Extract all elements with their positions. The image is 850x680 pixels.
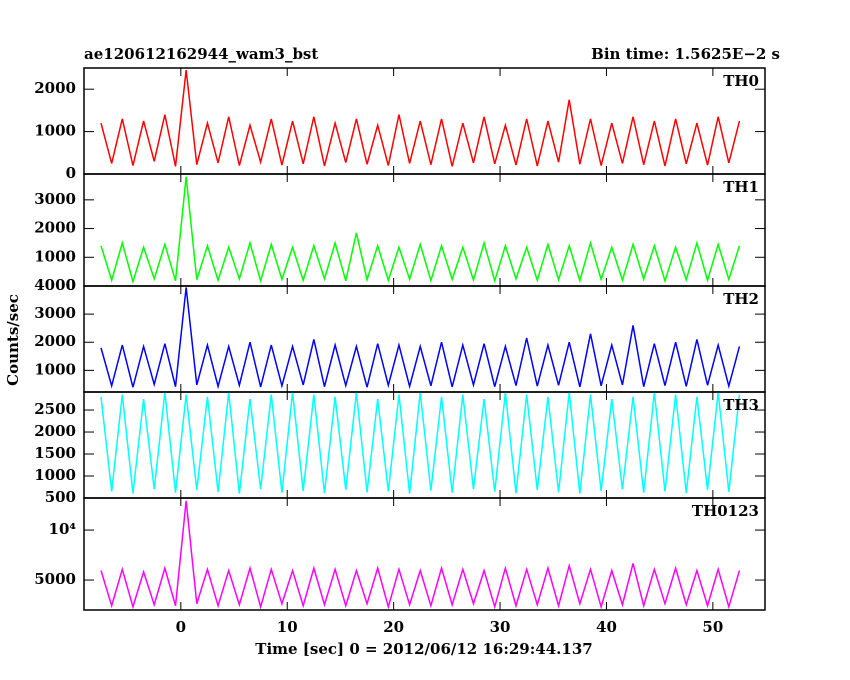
light-curve	[100, 500, 741, 610]
panel	[100, 287, 741, 390]
panel-frame	[83, 497, 766, 611]
light-curve	[100, 287, 741, 390]
panel-frame	[83, 391, 766, 499]
y-tick-label: 1000	[34, 247, 76, 265]
y-tick-label: 3000	[34, 190, 76, 208]
x-tick-label: 10	[277, 618, 298, 636]
panel	[100, 176, 741, 285]
y-tick-label: 0	[66, 164, 76, 182]
panel-label: TH0123	[692, 502, 759, 520]
y-tick-label: 5000	[34, 570, 76, 588]
y-tick-label: 1500	[34, 444, 76, 462]
light-curve	[100, 392, 741, 494]
y-tick-label: 10⁴	[49, 520, 77, 538]
panel-label: TH1	[723, 178, 759, 196]
y-axis-label: Counts/sec	[4, 294, 22, 386]
panel-label: TH0	[723, 72, 759, 90]
y-tick-label: 2500	[34, 400, 76, 418]
panel-frame	[83, 173, 766, 287]
x-tick-label: 40	[596, 618, 617, 636]
panel	[100, 70, 741, 167]
panel	[100, 392, 741, 494]
y-tick-label: 4000	[34, 276, 76, 294]
y-tick-label: 500	[45, 488, 76, 506]
chart-title: ae120612162944_wam3_bst	[84, 45, 318, 63]
panel-label: TH2	[723, 290, 759, 308]
light-curve	[100, 70, 741, 167]
x-tick-label: 0	[176, 618, 186, 636]
x-tick-label: 20	[383, 618, 404, 636]
chart-subtitle: Bin time: 1.5625E−2 s	[591, 45, 780, 63]
x-tick-label: 30	[490, 618, 511, 636]
y-tick-label: 1000	[34, 466, 76, 484]
y-tick-label: 1000	[34, 122, 76, 140]
light-curve	[100, 176, 741, 285]
panel-label: TH3	[723, 396, 759, 414]
y-tick-label: 1000	[34, 360, 76, 378]
y-tick-label: 2000	[34, 79, 76, 97]
y-tick-label: 2000	[34, 422, 76, 440]
y-tick-label: 2000	[34, 332, 76, 350]
panel	[100, 500, 741, 610]
x-axis-label: Time [sec] 0 = 2012/06/12 16:29:44.137	[255, 640, 592, 658]
y-tick-label: 3000	[34, 304, 76, 322]
x-tick-label: 50	[702, 618, 723, 636]
y-tick-label: 2000	[34, 219, 76, 237]
y-tick-label: 0	[66, 276, 76, 294]
